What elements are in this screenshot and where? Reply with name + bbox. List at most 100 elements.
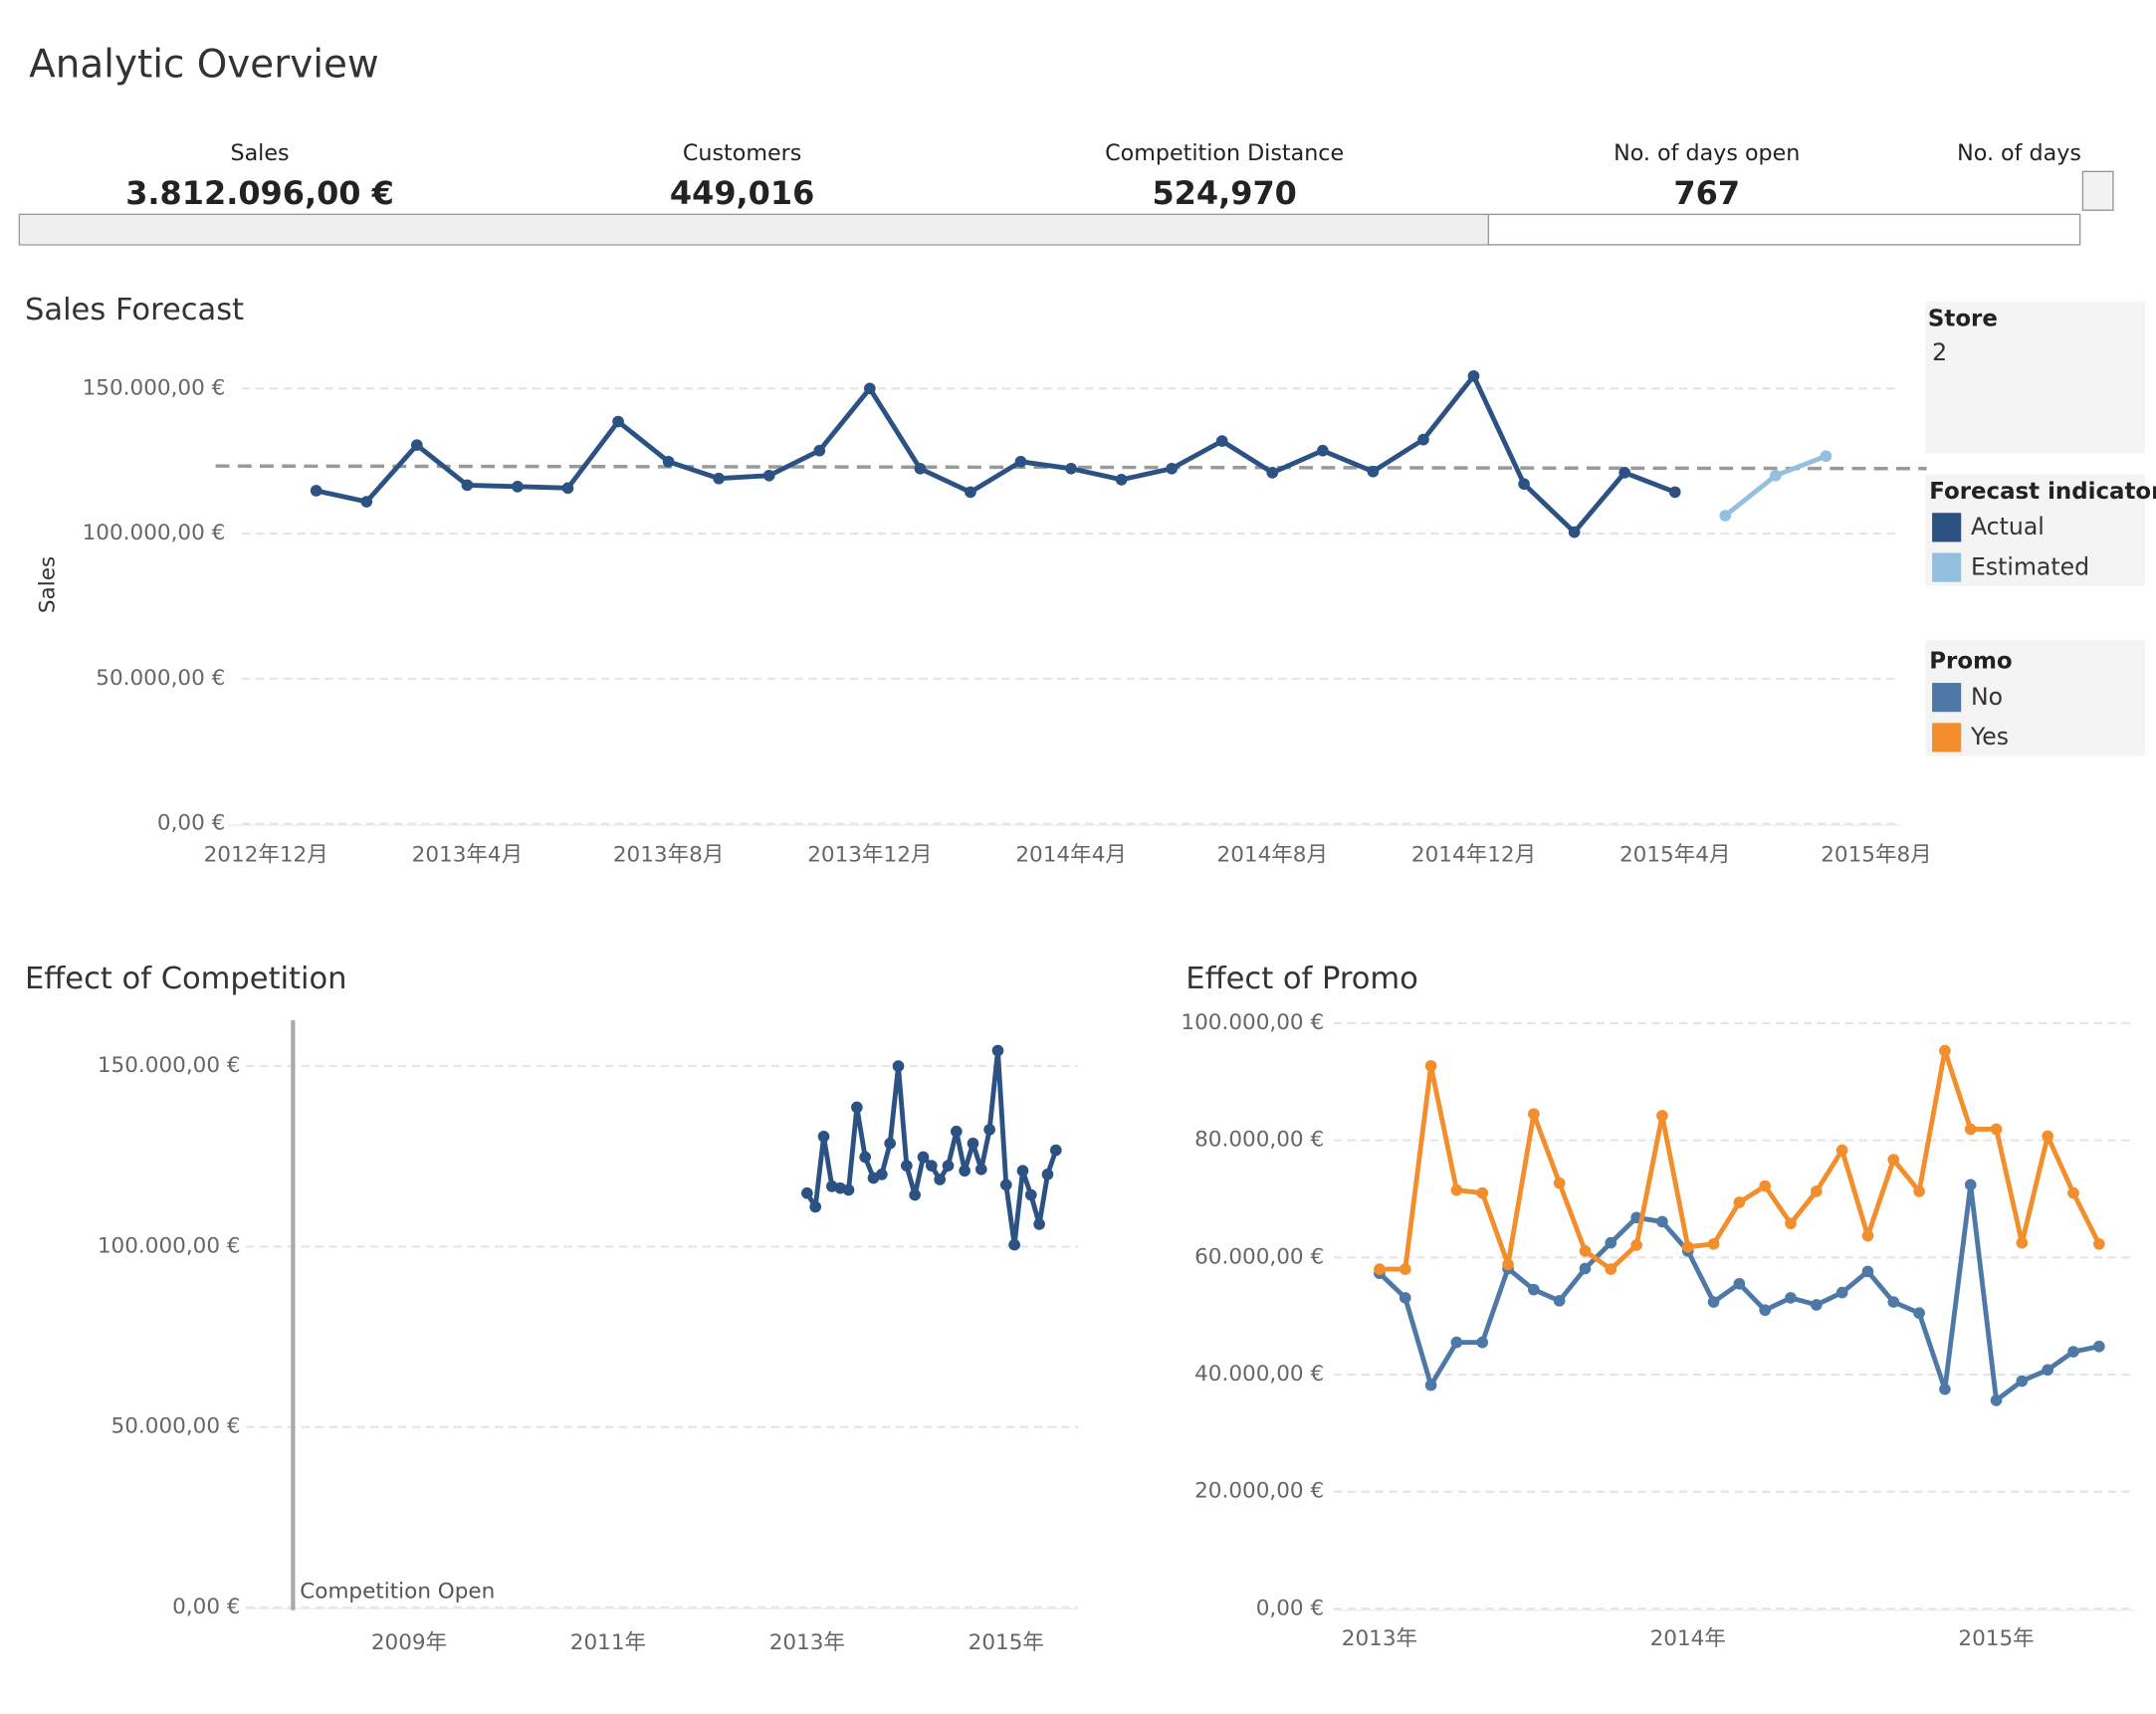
data-point (1820, 450, 1833, 463)
data-point (2067, 1186, 2079, 1199)
data-point (1518, 478, 1530, 491)
data-point (942, 1160, 955, 1173)
legend-panel (1925, 474, 2145, 586)
data-point (813, 444, 826, 457)
data-point (1618, 467, 1631, 479)
data-point (1424, 1379, 1437, 1392)
data-point (974, 1163, 987, 1176)
data-point (1939, 1383, 1951, 1395)
data-point (965, 486, 976, 499)
data-point (2016, 1375, 2029, 1388)
data-point (662, 455, 675, 468)
y-tick-label: 0,00 € (1256, 1596, 1324, 1620)
data-point (2042, 1364, 2054, 1377)
legend-label[interactable]: Yes (1970, 723, 2009, 750)
y-tick-label: 0,00 € (157, 811, 225, 836)
data-point (1065, 462, 1077, 475)
data-point (1913, 1307, 1925, 1320)
legend-label[interactable]: No (1971, 683, 2003, 711)
data-point (2092, 1340, 2105, 1353)
data-point (1166, 462, 1179, 475)
y-tick-label: 40.000,00 € (1194, 1362, 1324, 1387)
legend-label[interactable]: Actual (1971, 513, 2045, 540)
data-point (713, 472, 725, 485)
legend-title: Promo (1929, 649, 2012, 675)
data-point (1719, 510, 1732, 522)
data-point (2016, 1236, 2029, 1249)
trend-line (215, 464, 1927, 471)
x-tick-label: 2014年8月 (1217, 843, 1328, 868)
data-point (1424, 1060, 1437, 1072)
data-point (1528, 1108, 1540, 1120)
data-point (512, 481, 524, 493)
data-point (1317, 444, 1329, 457)
data-point (950, 1125, 963, 1138)
x-tick-label: 2015年 (1958, 1626, 2034, 1651)
data-point (1399, 1292, 1411, 1304)
x-tick-label: 2011年 (570, 1630, 646, 1655)
x-tick-label: 2015年 (969, 1630, 1044, 1655)
kpi-box (2081, 170, 2114, 211)
data-point (762, 469, 775, 482)
data-point (1528, 1283, 1540, 1296)
filter-value[interactable]: 2 (1932, 338, 1947, 366)
data-point (1656, 1215, 1668, 1228)
y-tick-label: 60.000,00 € (1194, 1244, 1324, 1269)
data-point (884, 1137, 897, 1150)
x-tick-label: 2014年12月 (1411, 843, 1536, 868)
data-point (1605, 1236, 1617, 1249)
data-point (959, 1165, 970, 1178)
data-point (1707, 1296, 1720, 1308)
data-point (1553, 1177, 1566, 1189)
x-tick-label: 2013年8月 (613, 843, 724, 868)
chart-title: Effect of Promo (1186, 962, 1418, 996)
kpi-value: 449,016 (670, 174, 814, 212)
data-point (817, 1130, 830, 1143)
x-tick-label: 2009年 (371, 1630, 447, 1655)
kpi-label: No. of days open (1614, 140, 1800, 166)
x-tick-label: 2015年4月 (1619, 843, 1730, 868)
data-point (1668, 486, 1681, 499)
data-point (1502, 1258, 1514, 1271)
data-point (1041, 1169, 1054, 1180)
data-point (461, 479, 474, 492)
data-point (999, 1178, 1012, 1191)
data-point (892, 1060, 905, 1072)
data-point (1913, 1184, 1925, 1197)
data-point (1887, 1154, 1900, 1166)
data-point (1215, 435, 1228, 447)
data-point (1861, 1265, 1874, 1278)
data-point (1656, 1110, 1668, 1122)
data-point (1024, 1188, 1037, 1201)
legend-swatch (1932, 513, 1962, 542)
data-point (914, 462, 927, 475)
x-tick-label: 2013年 (769, 1630, 845, 1655)
data-point (1733, 1277, 1746, 1290)
data-point (1785, 1217, 1797, 1230)
data-point (1785, 1292, 1797, 1304)
data-point (1605, 1263, 1617, 1275)
data-point (842, 1183, 855, 1196)
data-point (1476, 1186, 1489, 1199)
data-point (1630, 1239, 1642, 1251)
x-tick-label: 2013年 (1342, 1626, 1417, 1651)
data-point (1450, 1183, 1463, 1196)
data-point (1374, 1263, 1386, 1275)
data-point (310, 485, 323, 497)
legend-label[interactable]: Estimated (1971, 552, 2089, 580)
x-tick-label: 2014年4月 (1015, 843, 1126, 868)
series-line (804, 1048, 1059, 1248)
data-point (1579, 1245, 1592, 1257)
y-tick-label: 150.000,00 € (83, 375, 226, 400)
data-point (410, 439, 423, 452)
data-point (1990, 1394, 2003, 1406)
x-tick-label: 2013年12月 (807, 843, 932, 868)
y-tick-label: 100.000,00 € (98, 1233, 241, 1258)
kpi-label: Customers (683, 140, 801, 166)
y-tick-label: 0,00 € (172, 1595, 240, 1619)
data-point (991, 1044, 1004, 1057)
chart-title: Sales Forecast (25, 293, 244, 327)
filter-title: Store (1928, 306, 1998, 331)
kpi-value: 524,970 (1152, 174, 1296, 212)
